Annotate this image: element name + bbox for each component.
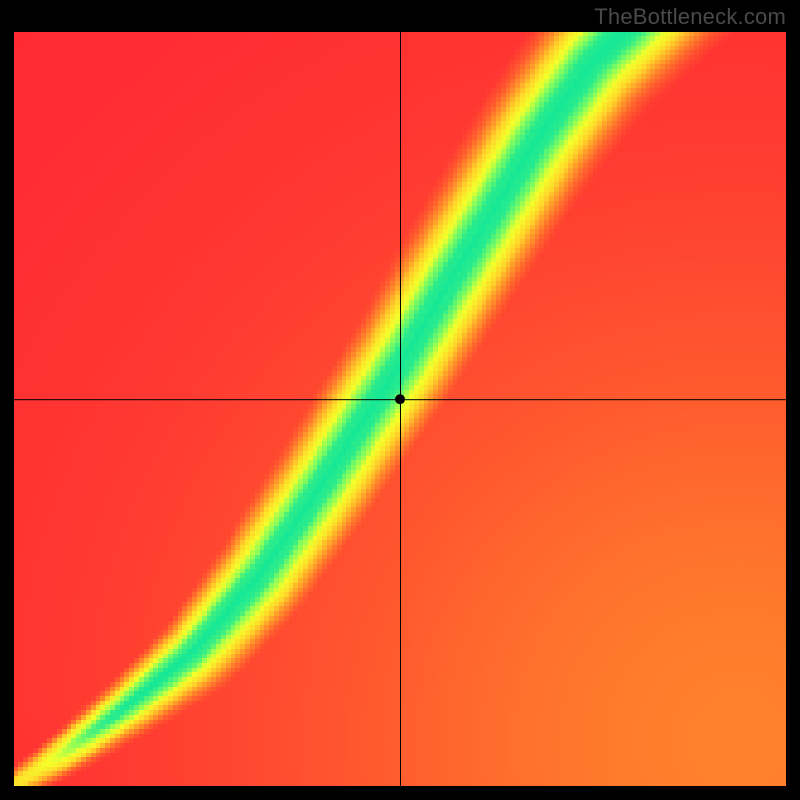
watermark-text: TheBottleneck.com: [594, 4, 786, 30]
heatmap-canvas: [14, 32, 786, 786]
heatmap-plot: [14, 32, 786, 786]
figure-frame: TheBottleneck.com: [0, 0, 800, 800]
